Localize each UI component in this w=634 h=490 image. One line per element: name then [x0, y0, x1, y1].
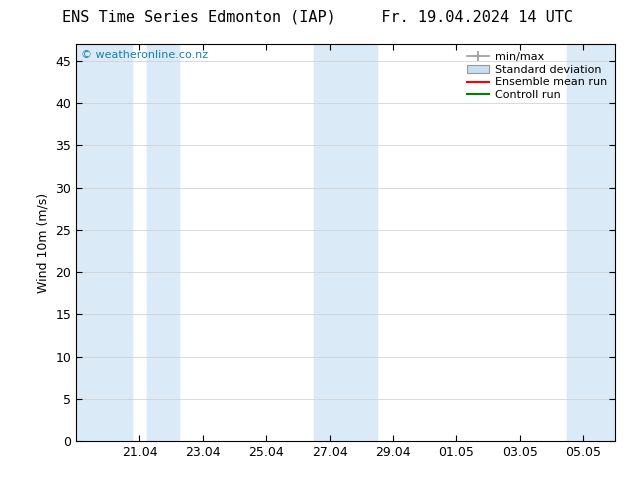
Bar [567, 44, 615, 441]
Bar [147, 44, 179, 441]
Legend: min/max, Standard deviation, Ensemble mean run, Controll run: min/max, Standard deviation, Ensemble me… [463, 48, 612, 105]
Text: ENS Time Series Edmonton (IAP)     Fr. 19.04.2024 14 UTC: ENS Time Series Edmonton (IAP) Fr. 19.04… [61, 10, 573, 25]
Bar [76, 44, 132, 441]
Y-axis label: Wind 10m (m/s): Wind 10m (m/s) [37, 193, 50, 293]
Text: © weatheronline.co.nz: © weatheronline.co.nz [81, 50, 209, 60]
Bar [314, 44, 377, 441]
